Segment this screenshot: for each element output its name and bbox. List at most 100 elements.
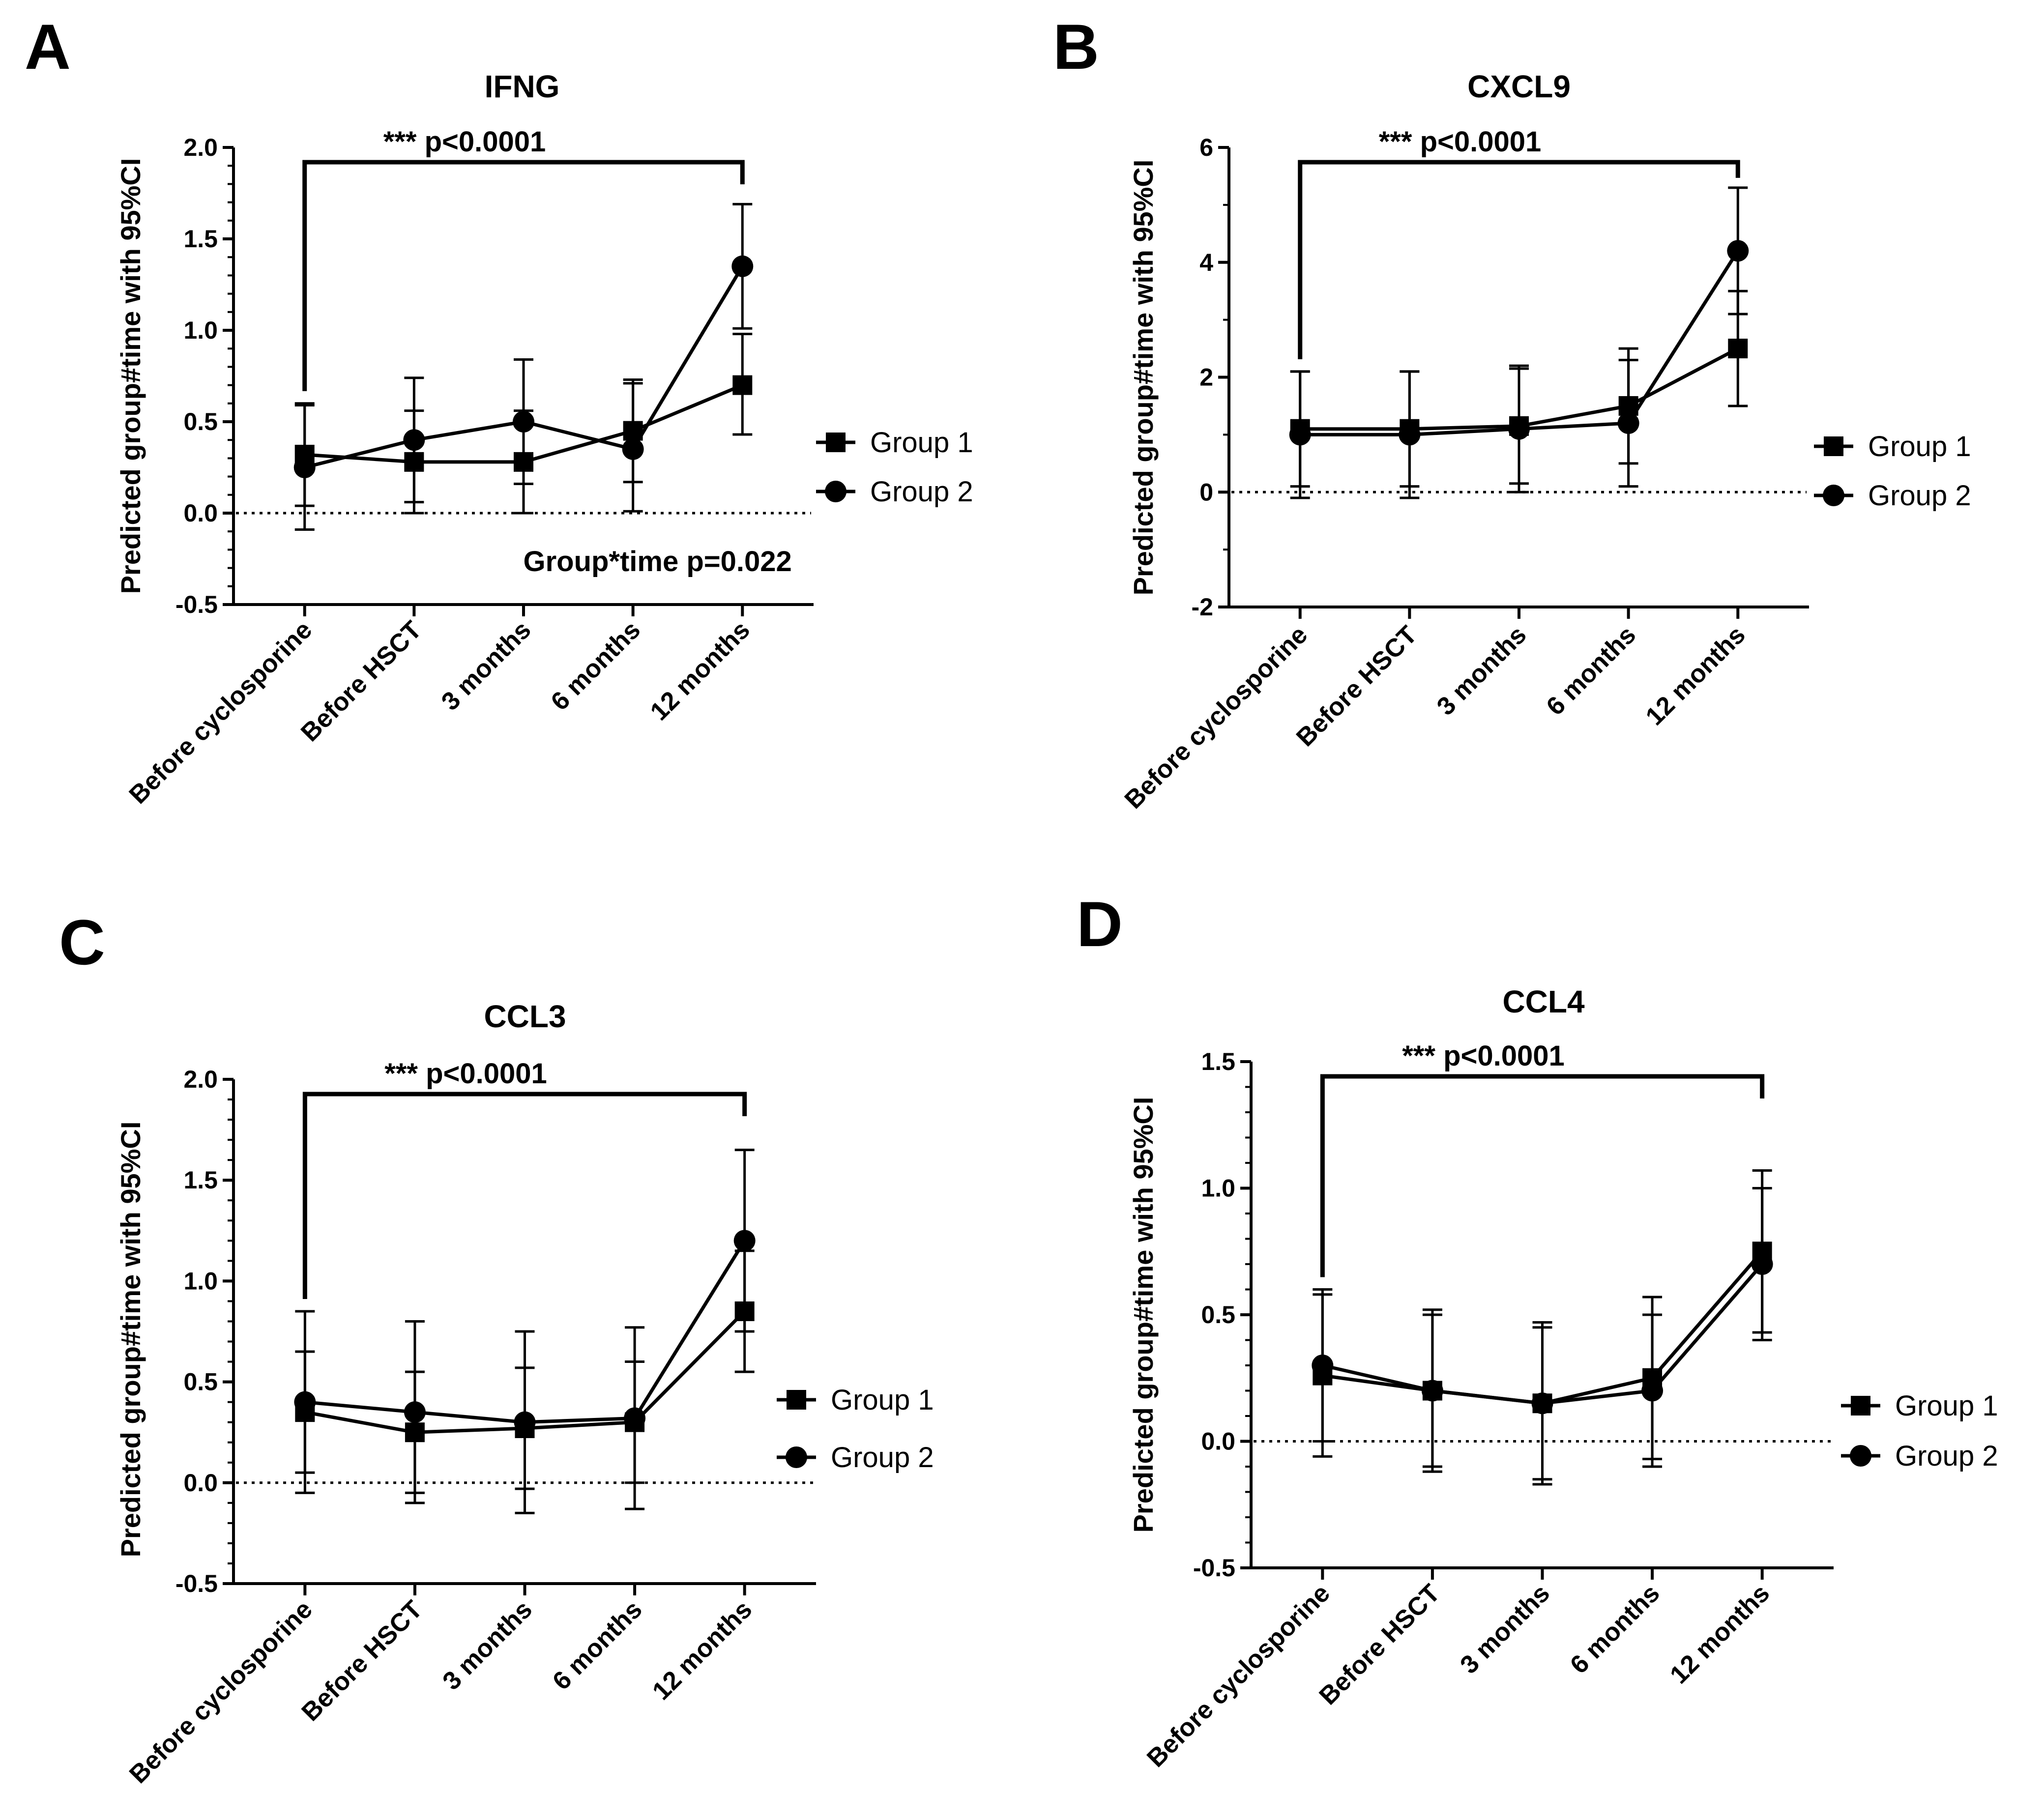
series-group-2	[294, 1149, 756, 1514]
y-tick-label: 0.5	[183, 408, 218, 435]
y-tick-label: 0	[1199, 478, 1213, 506]
y-axis-label: Predicted group#time with 95%CI	[115, 1122, 146, 1558]
legend-item-square: Group 1	[1814, 431, 1971, 462]
x-tick-label: 6 months	[1541, 620, 1641, 721]
panel-letter: D	[1077, 888, 1123, 960]
significance-label: *** p<0.0001	[1402, 1040, 1565, 1072]
chart-title: IFNG	[485, 69, 560, 104]
legend-label: Group 1	[1895, 1390, 1998, 1422]
data-point-circle	[1399, 424, 1421, 446]
data-point-circle	[1289, 424, 1311, 446]
x-tick-label: Before cyclosporine	[124, 615, 318, 809]
chart-panel-a: A IFNG Predicted group#time with 95%CI -0.5…	[25, 11, 973, 809]
legend-square-marker	[826, 433, 846, 452]
x-tick-label: 3 months	[436, 615, 536, 716]
x-tick-label: 12 months	[645, 615, 756, 726]
y-tick-label: 1.5	[183, 1166, 218, 1194]
x-tick-label: 3 months	[1431, 620, 1532, 721]
y-tick-label: 0.5	[1201, 1301, 1235, 1329]
legend-item-square: Group 1	[816, 427, 973, 459]
x-tick-label: Before cyclosporine	[124, 1595, 318, 1789]
interaction-annotation: Group*time p=0.022	[523, 546, 791, 578]
data-point-circle	[1641, 1380, 1664, 1402]
x-tick-label: 6 months	[547, 1595, 647, 1695]
legend-square-marker	[787, 1390, 806, 1410]
data-point-circle	[622, 438, 644, 460]
data-point-circle	[403, 429, 425, 451]
legend-label: Group 1	[1868, 431, 1971, 462]
panel-letter: C	[59, 906, 105, 978]
legend-circle-marker	[786, 1446, 807, 1468]
significance-label: *** p<0.0001	[384, 1058, 547, 1090]
legend-label: Group 2	[831, 1442, 934, 1473]
y-axis-label: Predicted group#time with 95%CI	[1128, 160, 1159, 596]
y-tick-label: 0.5	[183, 1368, 218, 1396]
y-tick-label: 1.0	[183, 1267, 218, 1295]
legend-item-circle: Group 2	[816, 476, 973, 508]
data-point-circle	[1312, 1355, 1334, 1376]
data-point-circle	[404, 1401, 426, 1423]
series-group-2	[1289, 186, 1749, 499]
y-tick-label: 0.0	[183, 1469, 218, 1497]
y-tick-label: 6	[1199, 134, 1213, 161]
y-tick-label: 1.5	[1201, 1048, 1235, 1075]
y-tick-label: 1.5	[183, 225, 218, 253]
x-tick-label: Before cyclosporine	[1119, 620, 1314, 814]
data-point-circle	[1617, 412, 1639, 434]
y-axis-label: Predicted group#time with 95%CI	[115, 158, 146, 594]
significance-bracket	[1298, 160, 1740, 359]
legend-circle-marker	[1850, 1445, 1871, 1467]
legend-item-circle: Group 2	[1841, 1440, 1998, 1472]
legend-item-square: Group 1	[1841, 1390, 1998, 1422]
y-tick-label: 2.0	[183, 1066, 218, 1093]
chart-panel-c: C CCL3 Predicted group#time with 95%CI -0.5…	[59, 906, 934, 1789]
data-point-circle	[513, 411, 534, 433]
y-tick-label: 1.0	[1201, 1175, 1235, 1202]
x-tick-label: Before cyclosporine	[1141, 1579, 1336, 1773]
chart-title: CCL4	[1502, 984, 1585, 1019]
data-point-circle	[1421, 1380, 1443, 1402]
significance-bracket	[302, 160, 745, 391]
legend-circle-marker	[1823, 485, 1844, 506]
y-tick-label: 1.0	[183, 317, 218, 344]
x-tick-label: 3 months	[438, 1595, 538, 1695]
data-point-circle	[514, 1411, 536, 1433]
data-point-circle	[624, 1407, 646, 1429]
y-tick-label: 0.0	[1201, 1428, 1235, 1455]
legend-square-marker	[1824, 436, 1843, 456]
data-point-circle	[1727, 240, 1749, 262]
chart-panel-b: B CXCL9 Predicted group#time with 95%CI -2 0…	[1053, 11, 1971, 814]
x-tick-label: 12 months	[1640, 620, 1751, 731]
legend-label: Group 1	[831, 1384, 934, 1416]
data-point-circle	[1751, 1253, 1773, 1275]
legend-circle-marker	[825, 481, 847, 502]
y-tick-label: 2.0	[183, 134, 218, 161]
data-point-circle	[1531, 1392, 1553, 1415]
legend-item-circle: Group 2	[777, 1442, 934, 1473]
legend-label: Group 2	[1868, 480, 1971, 512]
legend-item-square: Group 1	[777, 1384, 934, 1416]
significance-label: *** p<0.0001	[383, 126, 546, 158]
data-point-circle	[731, 255, 754, 277]
data-point-circle	[733, 1230, 756, 1252]
x-tick-label: 3 months	[1455, 1579, 1555, 1679]
y-tick-label: 2	[1199, 364, 1213, 391]
legend-label: Group 2	[870, 476, 973, 508]
y-tick-label: -0.5	[175, 1570, 218, 1597]
x-tick-label: 12 months	[1664, 1579, 1775, 1689]
panel-letter: A	[25, 11, 71, 83]
legend-label: Group 1	[870, 427, 973, 459]
data-point-circle	[1508, 418, 1530, 440]
data-point-square	[732, 375, 753, 395]
x-tick-label: 6 months	[1565, 1579, 1665, 1679]
y-tick-label: -2	[1192, 593, 1213, 621]
significance-bracket	[1320, 1074, 1765, 1277]
data-point-circle	[294, 1391, 316, 1413]
y-tick-label: 0.0	[183, 499, 218, 527]
chart-title: CCL3	[484, 999, 566, 1034]
data-point-circle	[293, 457, 316, 478]
data-point-square	[1728, 339, 1748, 359]
panel-letter: B	[1053, 11, 1099, 83]
legend-label: Group 2	[1895, 1440, 1998, 1472]
